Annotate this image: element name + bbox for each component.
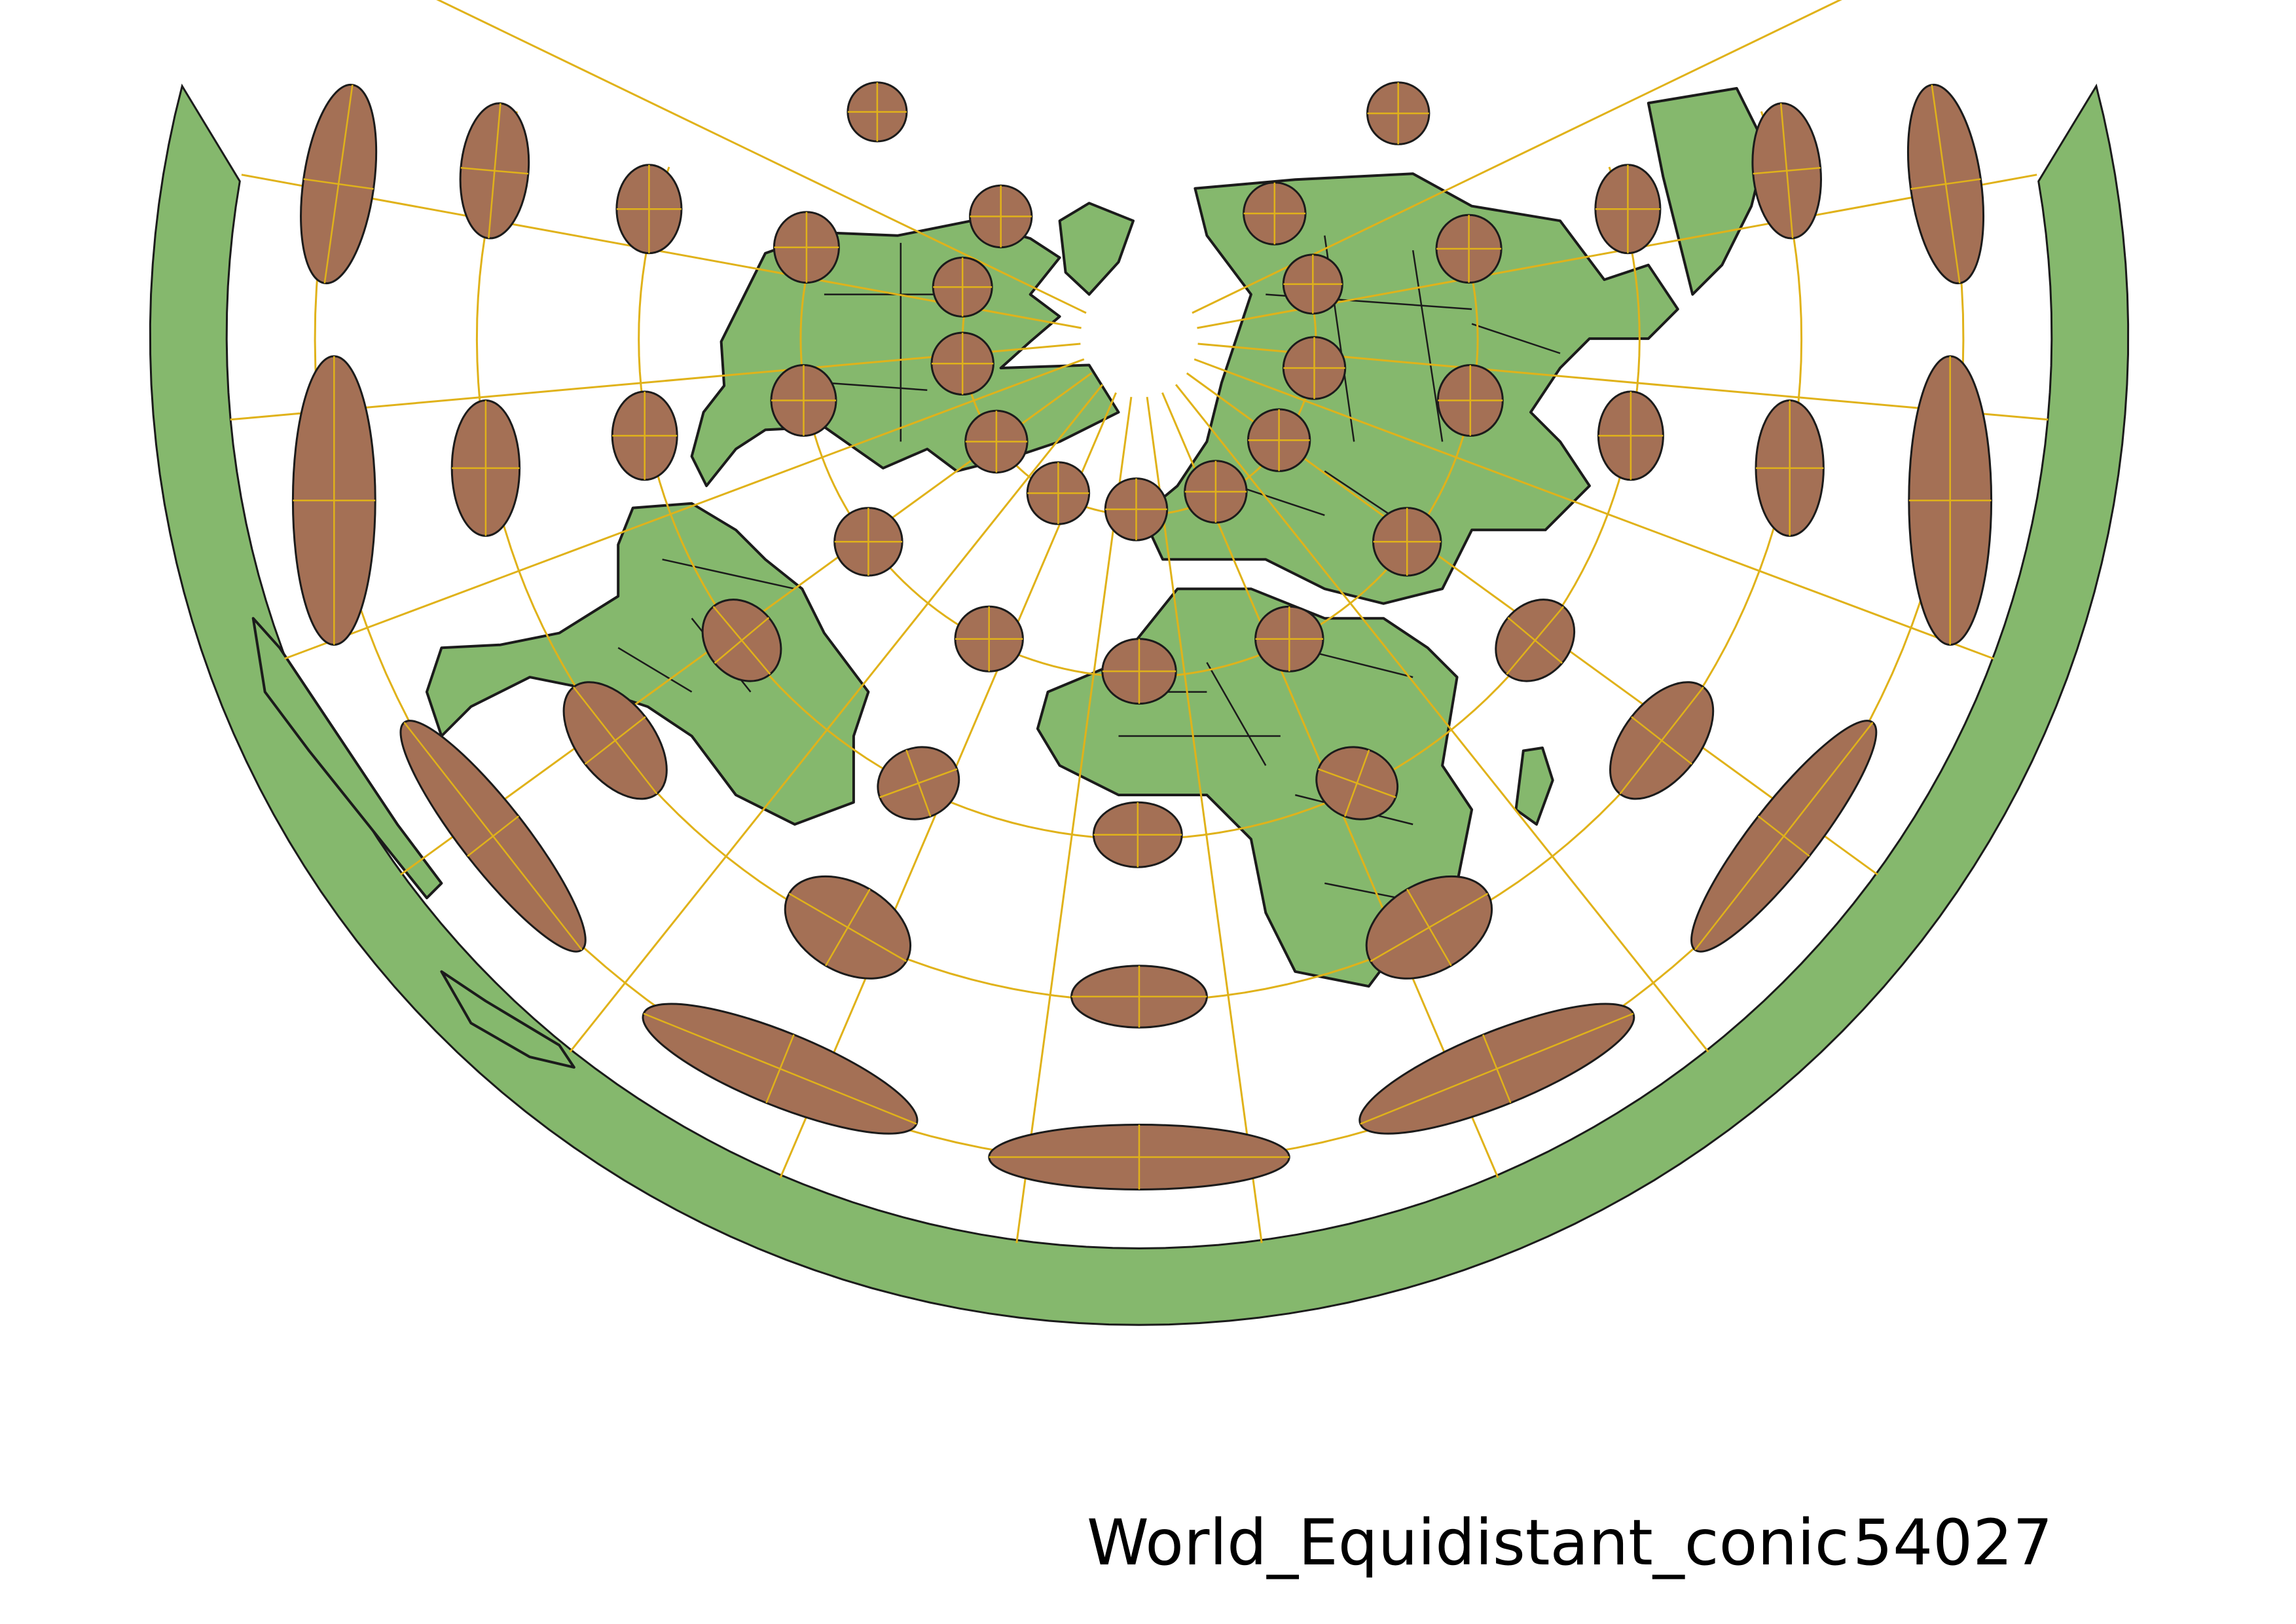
tissot-ellipse <box>450 399 521 537</box>
tissot-ellipse <box>1243 181 1307 246</box>
tissot-axis-minor <box>765 1034 795 1103</box>
meridian-line <box>1146 396 1263 1244</box>
tissot-ellipse <box>1372 507 1442 577</box>
tissot-ellipse <box>611 390 678 481</box>
tissot-ellipse <box>1282 336 1347 400</box>
tissot-ellipse <box>1594 164 1662 255</box>
tissot-ellipse <box>1495 599 1576 682</box>
tissot-ellipse <box>1092 801 1183 868</box>
tissot-ellipse <box>1908 355 1993 646</box>
tissot-axis-minor <box>1694 722 1874 951</box>
country-border <box>1324 882 1398 899</box>
continent-japan-kamchatka <box>1647 86 1768 296</box>
tissot-ellipse <box>1365 875 1493 980</box>
tissot-ellipse <box>1247 408 1311 472</box>
tissot-ellipse <box>291 355 376 646</box>
tissot-axis-minor <box>1344 749 1370 817</box>
country-border <box>617 647 693 693</box>
tissot-ellipse <box>1282 253 1343 315</box>
tissot-ellipse <box>1436 364 1504 437</box>
meridian-line <box>1194 358 1994 660</box>
tissot-ellipse <box>642 1003 919 1135</box>
tissot-ellipse <box>459 102 530 240</box>
tissot-ellipse <box>701 599 782 682</box>
tissot-axis-minor <box>788 893 907 963</box>
country-border <box>1412 250 1444 442</box>
continent-greenland <box>1058 202 1135 296</box>
tissot-ellipse <box>300 83 378 285</box>
tissot-axis-minor <box>573 686 658 795</box>
tissot-ellipse <box>1070 965 1208 1029</box>
tissot-axis-minor <box>323 84 354 284</box>
tissot-axis-minor <box>1370 893 1489 963</box>
antarctica-ring <box>149 83 2130 1326</box>
tissot-axis-minor <box>712 606 771 675</box>
tissot-ellipse <box>1435 213 1503 284</box>
tissot-ellipse <box>1254 605 1324 673</box>
tissot-ellipse <box>1026 461 1091 525</box>
tissot-ellipse <box>1101 638 1177 705</box>
meridian-line <box>436 0 1087 314</box>
continent-oceania-west-sliver <box>251 617 443 900</box>
tissot-axis-minor <box>1931 84 1961 284</box>
tissot-axis-minor <box>1779 103 1794 238</box>
country-border <box>824 382 928 391</box>
tissot-ellipse <box>1690 720 1878 953</box>
meridian-line <box>1192 0 1842 314</box>
tissot-ellipse <box>877 746 960 821</box>
tissot-ellipse <box>784 875 912 980</box>
continent-south-america <box>425 502 870 826</box>
tissot-ellipse <box>1906 83 1985 285</box>
tissot-axis-minor <box>403 722 583 951</box>
continent-madagascar <box>1514 747 1554 826</box>
meridian-line <box>569 384 1104 1053</box>
tissot-ellipse <box>833 507 903 577</box>
tissot-ellipse <box>930 331 994 396</box>
tissot-ellipse <box>1366 81 1430 145</box>
continent-eurasia <box>1140 172 1679 605</box>
tissot-ellipse <box>847 81 908 143</box>
tissot-ellipse <box>988 1124 1290 1190</box>
tissot-ellipse <box>562 681 668 800</box>
tissot-ellipses-layer <box>291 81 1993 1190</box>
tissot-axis-minor <box>905 749 932 817</box>
tissot-ellipse <box>1184 460 1248 524</box>
tissot-ellipse <box>770 364 837 437</box>
tissot-ellipse <box>968 184 1033 249</box>
tissot-ellipse <box>1755 399 1825 537</box>
tissot-ellipse <box>773 211 840 284</box>
outer-land-ring <box>149 83 2130 1326</box>
tissot-axis-minor <box>1619 686 1704 795</box>
tissot-ellipse <box>1358 1003 1635 1135</box>
tissot-ellipse <box>1104 477 1169 542</box>
tissot-ellipse <box>964 409 1029 474</box>
projection-name-label: World_Equidistant_conic <box>1087 1506 1850 1579</box>
tissot-ellipse <box>1751 102 1822 240</box>
country-border <box>1236 485 1325 516</box>
meridian-line <box>284 358 1085 660</box>
tissot-axis-minor <box>1506 606 1564 675</box>
tissot-axis-minor <box>1482 1034 1512 1103</box>
tissot-axis-minor <box>488 103 501 238</box>
country-border <box>1471 323 1561 354</box>
meridian-line <box>1015 396 1133 1244</box>
country-border <box>1206 661 1267 766</box>
tissot-ellipse <box>399 720 587 953</box>
tissot-ellipse <box>932 256 993 318</box>
meridian-line <box>1175 384 1709 1053</box>
tissot-ellipse <box>1597 390 1664 481</box>
tissot-ellipse <box>1609 681 1715 800</box>
country-border <box>662 559 795 590</box>
continent-oceania-south-sliver <box>440 970 575 1069</box>
tissot-ellipse <box>954 605 1024 673</box>
tissot-ellipse <box>1315 746 1399 821</box>
tissot-ellipse <box>615 164 683 255</box>
projection-code-label: 54027 <box>1853 1506 2053 1579</box>
